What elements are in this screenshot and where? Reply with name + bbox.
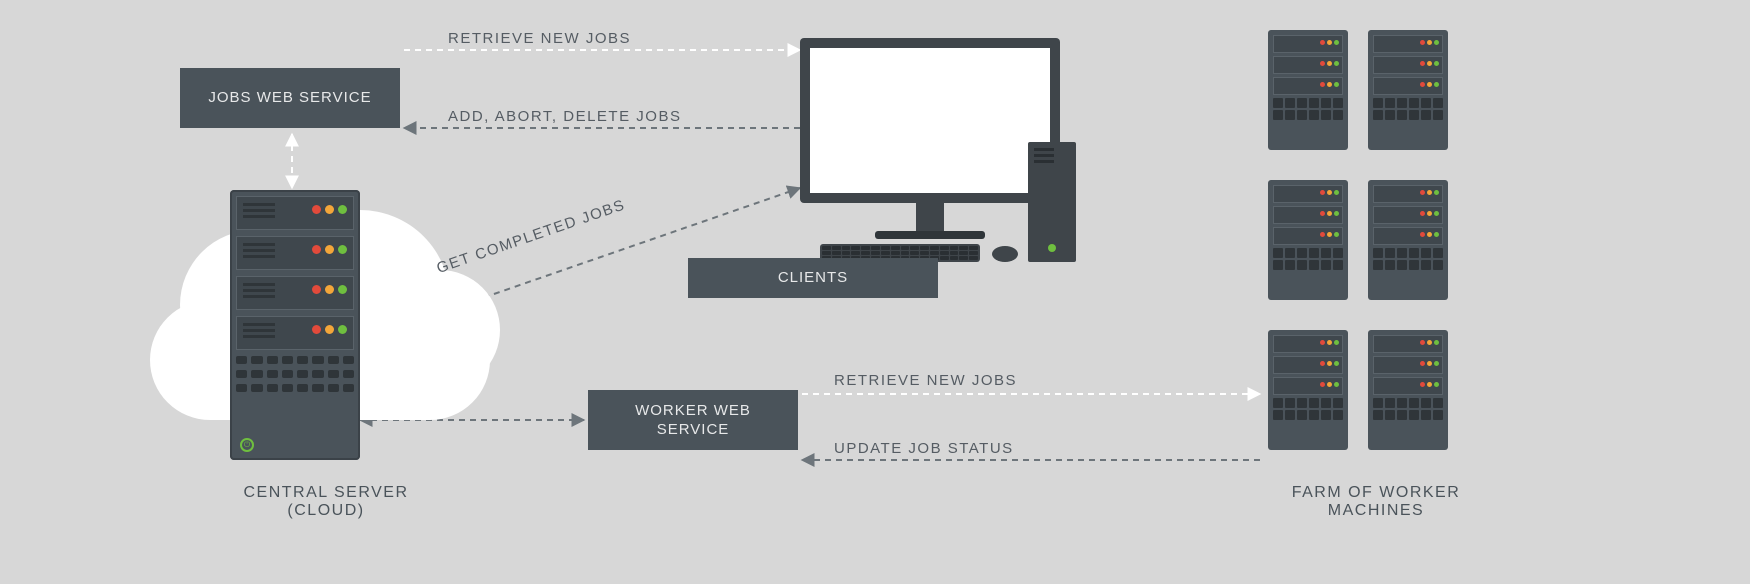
worker-machine-icon	[1368, 30, 1448, 150]
diagram-stage: ⏻ JOBS WEB SERVICE WORKER WEB SERVICE CL…	[0, 0, 1750, 584]
central-server-caption: CENTRAL SERVER (CLOUD)	[206, 484, 446, 520]
client-tower-icon	[1028, 142, 1076, 262]
worker-machine-icon	[1368, 180, 1448, 300]
client-monitor-icon	[800, 38, 1060, 239]
worker-machine-icon	[1268, 180, 1348, 300]
worker-machine-icon	[1368, 330, 1448, 450]
edge-label-retrieve-jobs: RETRIEVE NEW JOBS	[448, 30, 631, 47]
jobs-web-service-node: JOBS WEB SERVICE	[180, 68, 400, 128]
clients-label: CLIENTS	[778, 268, 848, 288]
edge-label-retrieve-workers: RETRIEVE NEW JOBS	[834, 372, 1017, 389]
worker-machine-icon	[1268, 330, 1348, 450]
central-server-icon: ⏻	[230, 190, 360, 460]
jobs-web-service-label: JOBS WEB SERVICE	[208, 88, 371, 108]
farm-caption: FARM OF WORKER MACHINES	[1246, 484, 1506, 520]
worker-machine-icon	[1268, 30, 1348, 150]
client-mouse-icon	[992, 246, 1018, 262]
worker-web-service-label: WORKER WEB SERVICE	[602, 401, 784, 440]
clients-node: CLIENTS	[688, 258, 938, 298]
worker-web-service-node: WORKER WEB SERVICE	[588, 390, 798, 450]
edge-label-update-status: UPDATE JOB STATUS	[834, 440, 1014, 457]
edge-label-add-abort-delete: ADD, ABORT, DELETE JOBS	[448, 108, 681, 125]
